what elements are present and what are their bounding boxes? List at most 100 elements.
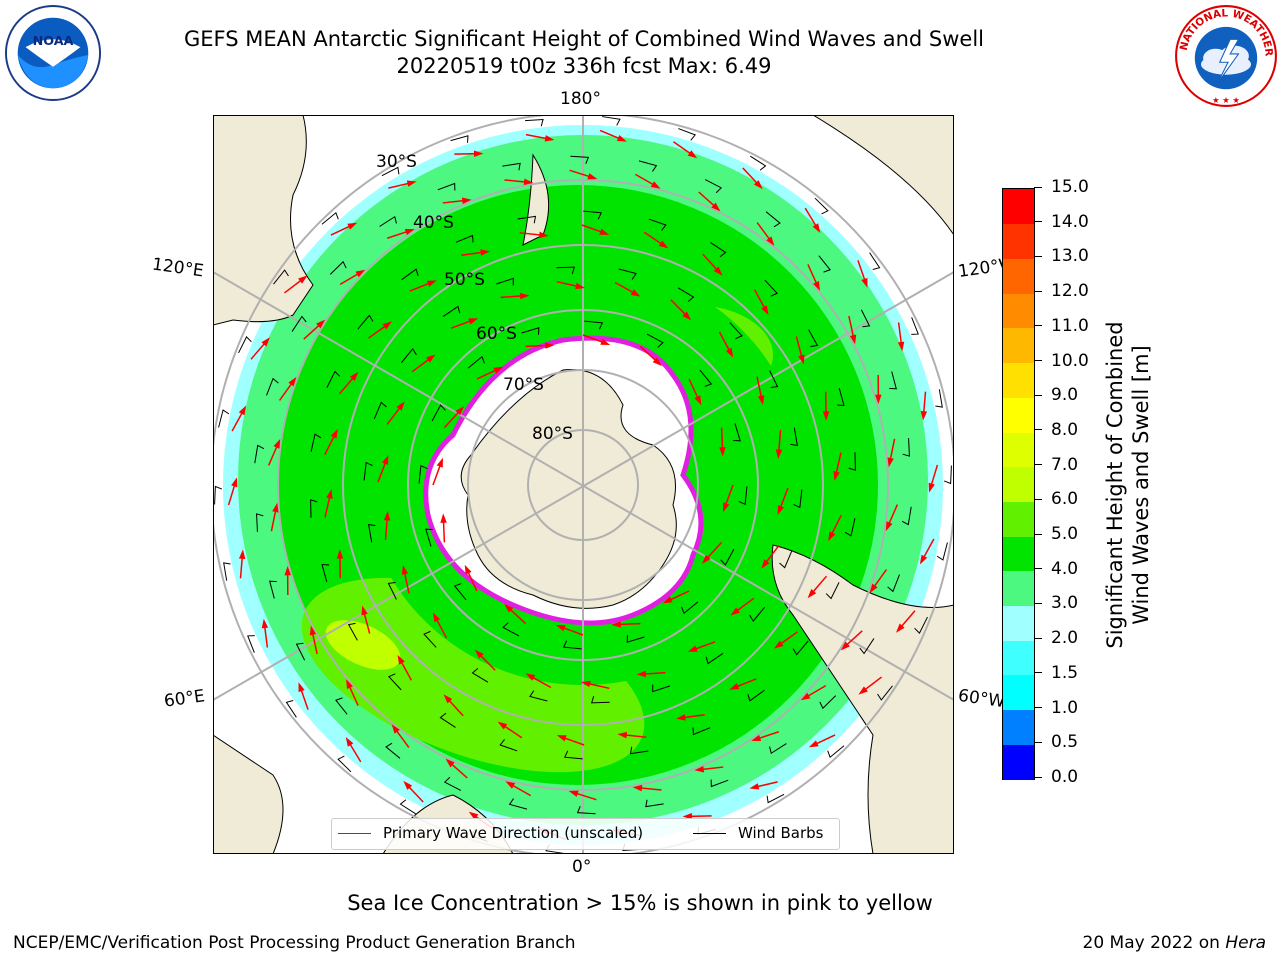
wave-arrow-head — [406, 180, 417, 187]
wave-direction-arrow — [411, 358, 431, 373]
wave-direction-arrow — [618, 622, 641, 626]
wave-arrow-head — [538, 231, 549, 239]
colorbar-tick-label: 9.0 — [1034, 385, 1078, 405]
colorbar-tick-label: 10.0 — [1034, 351, 1089, 371]
wind-barb — [467, 355, 485, 369]
wave-arrow-head — [261, 618, 269, 629]
wind-barb — [310, 499, 318, 518]
wave-arrow-head — [382, 454, 389, 465]
wave-arrow-head — [725, 347, 734, 358]
colorbar-band — [1003, 744, 1034, 780]
wave-arrow-head — [346, 679, 353, 689]
wind-barb — [218, 409, 230, 428]
wave-direction-arrow — [324, 495, 331, 518]
colorbar-band — [1003, 223, 1034, 259]
wind-barb — [720, 548, 735, 566]
wave-direction-arrow — [338, 376, 355, 395]
lon-label-bottom: 0° — [572, 857, 592, 877]
wave-direction-arrow — [624, 734, 647, 738]
wave-direction-arrow — [814, 734, 836, 745]
wave-arrow-head — [396, 401, 405, 411]
chart-subtitle: 20220519 t00z 336h fcst Max: 6.49 — [396, 54, 772, 78]
noaa-logo: NOAA — [4, 4, 102, 102]
wave-arrow-head — [473, 150, 484, 157]
wind-barb — [423, 630, 437, 648]
wind-barb — [326, 370, 341, 388]
legend-item-wind: Wind Barbs — [693, 824, 823, 842]
wave-arrow-head — [897, 341, 905, 352]
wave-direction-arrow — [848, 315, 855, 338]
wave-direction-arrow — [702, 253, 719, 272]
wind-barb — [499, 739, 518, 752]
wave-arrow-head — [730, 607, 740, 616]
wave-direction-arrow — [476, 368, 498, 380]
antarctica — [460, 368, 677, 609]
wind-barb — [645, 799, 664, 808]
wave-arrow-head — [652, 357, 662, 367]
wind-barb — [710, 242, 727, 258]
wind-barb — [335, 697, 348, 715]
map-border — [213, 115, 954, 854]
wave-direction-arrow — [267, 444, 279, 466]
wave-direction-arrow — [575, 792, 597, 801]
wave-direction-arrow — [563, 736, 585, 746]
wave-arrow-head — [347, 222, 358, 230]
wave-direction-arrow — [556, 280, 579, 288]
wave-arrow-head — [272, 502, 279, 513]
wave-arrow-head — [849, 334, 857, 345]
wave-arrow-head — [713, 266, 723, 276]
wave-direction-arrow — [303, 323, 321, 340]
wave-arrow-head — [887, 457, 894, 468]
wave-arrow-head — [812, 223, 821, 233]
wave-direction-arrow — [897, 322, 903, 345]
wave-direction-arrow — [581, 224, 603, 234]
wave-direction-arrow — [409, 282, 431, 292]
wave-arrow-head — [330, 428, 338, 439]
wind-barb — [793, 489, 803, 509]
wave-direction-arrow — [461, 251, 484, 257]
wave-arrow-head — [349, 371, 359, 381]
wind-barb — [223, 562, 231, 581]
colorbar — [1002, 188, 1035, 780]
wave-direction-arrow — [263, 625, 269, 648]
colorbar-tick-label: 3.0 — [1034, 593, 1078, 613]
wind-barb — [450, 135, 469, 143]
colorbar-tick-label: 5.0 — [1034, 524, 1078, 544]
wave-direction-arrow — [720, 427, 724, 450]
wind-barb — [648, 218, 667, 231]
wave-direction-arrow — [639, 345, 658, 362]
colorbar-tick-label: 2.0 — [1034, 628, 1078, 648]
wave-direction-arrow — [442, 199, 465, 204]
wave-direction-arrow — [795, 336, 803, 358]
colorbar-tick-label: 13.0 — [1034, 246, 1089, 266]
wave-direction-arrow — [300, 688, 309, 710]
wave-arrow-head — [617, 731, 628, 739]
wind-barb — [285, 700, 297, 718]
wind-barb — [766, 793, 785, 804]
wave-direction-arrow — [922, 391, 927, 414]
wave-arrow-head — [545, 342, 555, 349]
wind-barb — [521, 327, 540, 335]
wind-barb — [779, 550, 793, 569]
wind-barb — [425, 528, 433, 547]
wind-barb — [902, 438, 910, 457]
wave-direction-arrow — [324, 434, 336, 456]
lon-label-lower-left: 60°E — [162, 686, 207, 712]
wave-direction-arrow — [857, 260, 866, 282]
wave-direction-arrow — [447, 698, 464, 717]
wave-arrow-head — [761, 305, 769, 316]
wave-arrow-head — [885, 521, 893, 532]
wave-arrow-head — [505, 781, 516, 789]
wind-barb — [437, 182, 456, 191]
colorbar-tick-label: 1.5 — [1034, 663, 1078, 683]
wave-direction-arrow — [806, 684, 827, 698]
wind-barb — [681, 601, 699, 615]
wind-barb — [564, 750, 583, 760]
wave-arrow-head — [753, 180, 763, 190]
wave-direction-arrow — [582, 334, 604, 344]
wave-direction-arrow — [569, 169, 591, 178]
wind-barb — [887, 574, 900, 593]
wind-barb — [562, 640, 582, 650]
wave-direction-arrow — [377, 461, 387, 483]
wave-arrow-head — [875, 394, 882, 405]
